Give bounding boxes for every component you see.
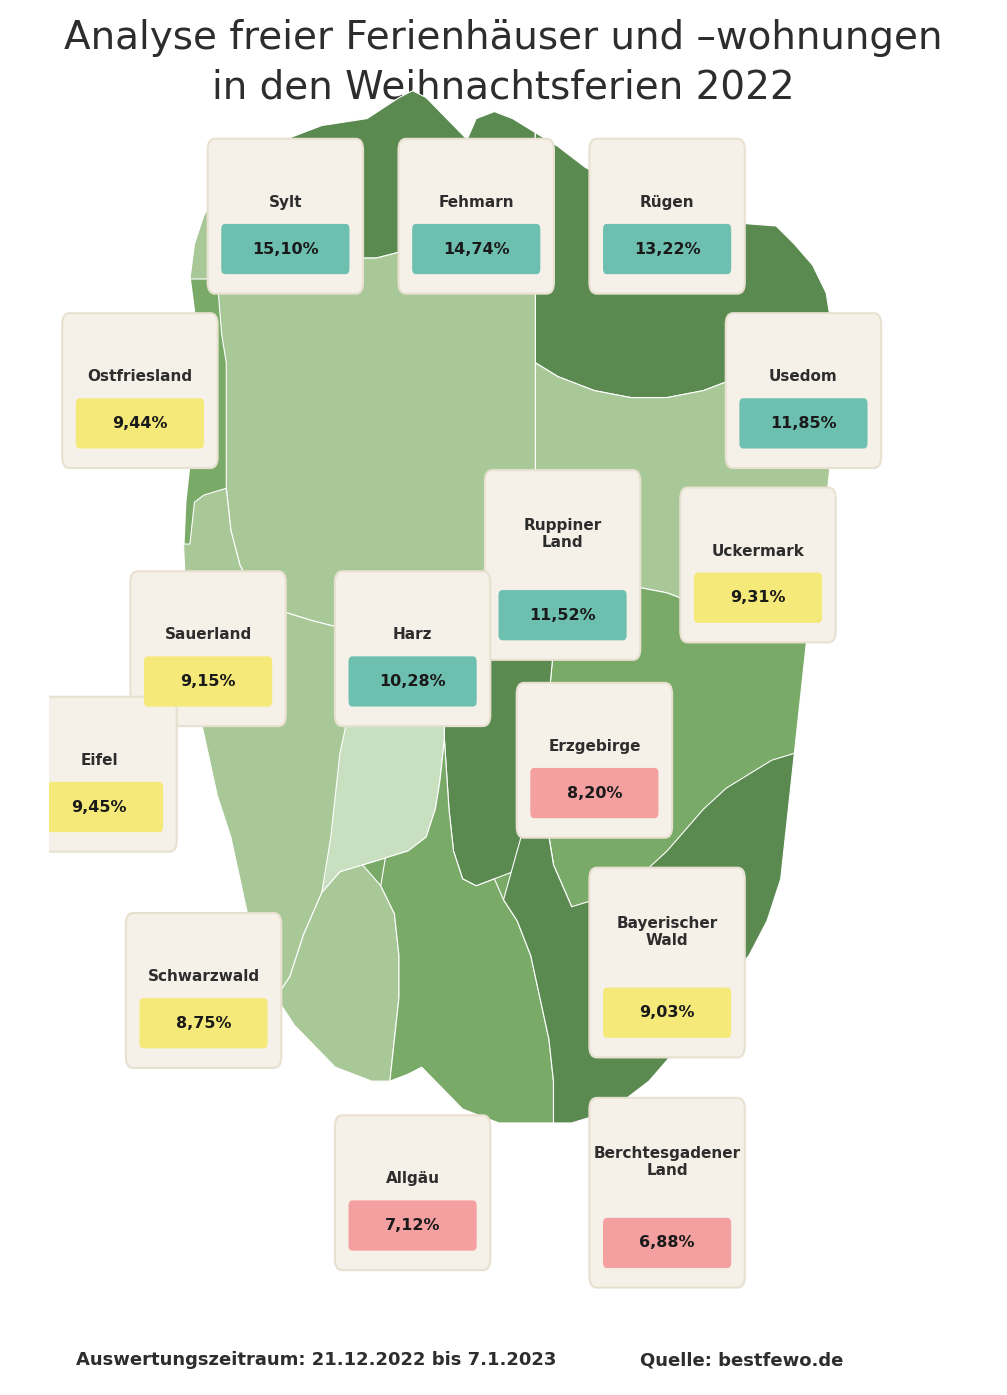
Text: Allgäu: Allgäu <box>386 1172 440 1186</box>
FancyBboxPatch shape <box>603 223 731 273</box>
Text: 10,28%: 10,28% <box>380 674 446 689</box>
Text: 13,22%: 13,22% <box>633 241 701 257</box>
FancyBboxPatch shape <box>603 1218 731 1268</box>
Text: Quelle: bestfewo.de: Quelle: bestfewo.de <box>639 1352 843 1368</box>
Polygon shape <box>381 739 554 1123</box>
Text: 8,20%: 8,20% <box>567 785 622 801</box>
Text: 15,10%: 15,10% <box>252 241 318 257</box>
Text: Uckermark: Uckermark <box>712 544 805 558</box>
FancyBboxPatch shape <box>207 140 364 294</box>
Polygon shape <box>536 363 831 628</box>
FancyBboxPatch shape <box>35 781 163 831</box>
FancyBboxPatch shape <box>222 223 349 273</box>
Polygon shape <box>222 91 536 258</box>
Polygon shape <box>444 558 563 886</box>
Text: 9,31%: 9,31% <box>730 590 785 605</box>
Text: Rügen: Rügen <box>639 195 695 209</box>
Polygon shape <box>504 753 795 1123</box>
Text: Fehmarn: Fehmarn <box>438 195 514 209</box>
Text: 8,75%: 8,75% <box>176 1016 232 1031</box>
FancyBboxPatch shape <box>21 696 177 851</box>
Text: 9,45%: 9,45% <box>71 799 127 815</box>
Text: Eifel: Eifel <box>81 753 118 767</box>
FancyBboxPatch shape <box>399 140 554 294</box>
FancyBboxPatch shape <box>130 572 286 725</box>
Polygon shape <box>183 488 449 997</box>
Text: Auswertungszeitraum: 21.12.2022 bis 7.1.2023: Auswertungszeitraum: 21.12.2022 bis 7.1.… <box>77 1352 557 1368</box>
Text: 9,44%: 9,44% <box>112 416 168 431</box>
Text: Sylt: Sylt <box>269 195 302 209</box>
FancyBboxPatch shape <box>348 1200 476 1251</box>
FancyBboxPatch shape <box>531 767 659 817</box>
FancyBboxPatch shape <box>335 572 490 725</box>
Text: Ostfriesland: Ostfriesland <box>88 370 192 384</box>
FancyBboxPatch shape <box>498 590 626 640</box>
Text: Ruppiner
Land: Ruppiner Land <box>524 518 602 551</box>
Polygon shape <box>536 133 831 398</box>
FancyBboxPatch shape <box>694 572 822 622</box>
Text: Analyse freier Ferienhäuser und –wohnungen
in den Weihnachtsferien 2022: Analyse freier Ferienhäuser und –wohnung… <box>64 18 943 107</box>
FancyBboxPatch shape <box>589 1098 745 1288</box>
Polygon shape <box>545 586 808 976</box>
FancyBboxPatch shape <box>726 314 881 469</box>
FancyBboxPatch shape <box>681 488 836 642</box>
Polygon shape <box>190 181 540 635</box>
Text: 11,52%: 11,52% <box>530 608 596 622</box>
FancyBboxPatch shape <box>412 223 541 273</box>
Text: 11,85%: 11,85% <box>770 416 837 431</box>
FancyBboxPatch shape <box>484 470 640 660</box>
Text: Usedom: Usedom <box>769 370 838 384</box>
FancyBboxPatch shape <box>144 656 272 706</box>
FancyBboxPatch shape <box>335 1116 490 1269</box>
Text: 6,88%: 6,88% <box>639 1236 695 1250</box>
Text: Berchtesgadener
Land: Berchtesgadener Land <box>593 1145 741 1179</box>
FancyBboxPatch shape <box>126 914 281 1069</box>
Text: 9,03%: 9,03% <box>639 1006 695 1020</box>
FancyBboxPatch shape <box>76 399 204 449</box>
Polygon shape <box>321 621 449 893</box>
Text: Schwarzwald: Schwarzwald <box>147 970 260 983</box>
FancyBboxPatch shape <box>589 140 745 294</box>
Text: Bayerischer
Wald: Bayerischer Wald <box>616 915 718 949</box>
Text: Erzgebirge: Erzgebirge <box>548 739 640 753</box>
Text: 14,74%: 14,74% <box>443 241 510 257</box>
Text: 9,15%: 9,15% <box>180 674 236 689</box>
FancyBboxPatch shape <box>603 988 731 1038</box>
FancyBboxPatch shape <box>62 314 218 469</box>
FancyBboxPatch shape <box>517 682 672 837</box>
Polygon shape <box>183 91 831 1123</box>
FancyBboxPatch shape <box>589 868 745 1057</box>
Text: Harz: Harz <box>393 628 432 642</box>
Text: Sauerland: Sauerland <box>164 628 252 642</box>
Polygon shape <box>276 865 399 1081</box>
FancyBboxPatch shape <box>739 399 867 449</box>
FancyBboxPatch shape <box>348 656 476 706</box>
FancyBboxPatch shape <box>140 999 268 1049</box>
Text: 7,12%: 7,12% <box>385 1218 440 1233</box>
